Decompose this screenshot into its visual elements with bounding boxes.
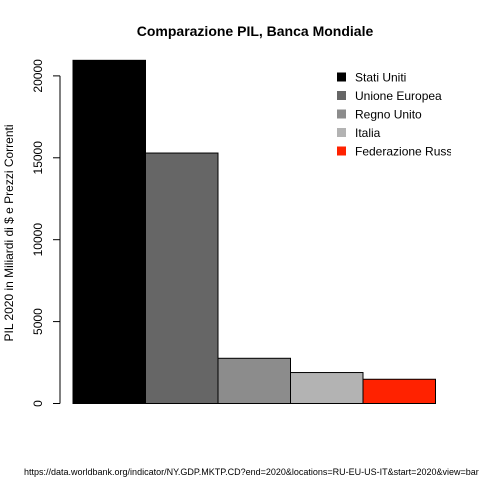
chart-title: Comparazione PIL, Banca Mondiale bbox=[137, 23, 374, 39]
legend-label: Stati Uniti bbox=[355, 71, 406, 85]
bars bbox=[72, 59, 436, 405]
legend-swatch bbox=[337, 128, 346, 137]
legend-swatch bbox=[337, 146, 346, 156]
bar-stati-uniti bbox=[72, 59, 146, 404]
legend-label: Italia bbox=[355, 126, 381, 140]
legend-swatch bbox=[337, 72, 346, 82]
bar-federazione-russa bbox=[362, 378, 436, 405]
legend-label: Regno Unito bbox=[355, 108, 422, 122]
y-axis: 0 5000 10000 15000 20000 bbox=[31, 59, 61, 407]
source-note: https://data.worldbank.org/indicator/NY.… bbox=[24, 467, 479, 477]
bar-unione-europea bbox=[145, 152, 219, 404]
y-tick-label: 0 bbox=[31, 400, 45, 407]
y-tick-label: 10000 bbox=[31, 223, 45, 257]
legend-label: Unione Europea bbox=[355, 89, 442, 103]
legend: Stati Uniti Unione Europea Regno Unito Ital… bbox=[337, 71, 459, 159]
bar-italia bbox=[290, 372, 364, 405]
y-tick-label: 20000 bbox=[31, 59, 45, 93]
y-axis-label: PIL 2020 in Miliardi di $ e Prezzi Corre… bbox=[2, 125, 16, 342]
y-tick-label: 15000 bbox=[31, 141, 45, 175]
legend-label: Federazione Russa bbox=[355, 145, 459, 159]
bar-regno-unito bbox=[217, 357, 291, 405]
y-tick-label: 5000 bbox=[31, 308, 45, 335]
legend-swatch bbox=[337, 91, 346, 100]
legend-swatch bbox=[337, 109, 346, 119]
